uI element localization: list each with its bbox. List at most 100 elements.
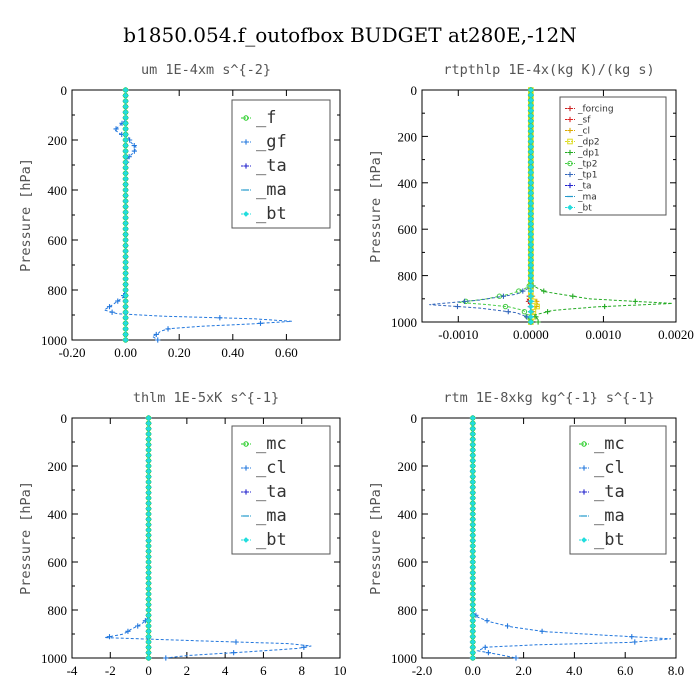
y-tick-label: 400 xyxy=(398,507,418,522)
series-line xyxy=(458,90,532,323)
panel-title: um 1E-4xm s^{-2} xyxy=(141,62,271,78)
data-point xyxy=(122,109,129,116)
y-tick-label: 800 xyxy=(398,603,418,618)
data-point xyxy=(544,309,551,315)
legend-marker xyxy=(567,105,573,112)
data-point xyxy=(122,125,129,132)
y-tick-label: 1000 xyxy=(391,651,417,666)
legend-marker xyxy=(567,204,573,211)
data-point xyxy=(106,634,113,640)
legend-entry: _f xyxy=(256,108,276,128)
data-point xyxy=(165,326,171,332)
data-point xyxy=(122,237,129,243)
data-point xyxy=(106,304,113,310)
data-point xyxy=(122,270,129,277)
legend-entry: _bt xyxy=(256,530,287,550)
data-point xyxy=(122,314,129,321)
data-point xyxy=(122,231,129,238)
data-point xyxy=(122,303,129,310)
data-point xyxy=(502,303,509,310)
x-tick-label: 8.0 xyxy=(668,663,684,678)
legend-marker xyxy=(243,163,249,169)
data-point xyxy=(122,248,129,255)
legend-entry: _ma xyxy=(256,180,287,200)
x-tick-label: 0.20 xyxy=(168,345,191,360)
data-point xyxy=(469,655,476,661)
legend-marker xyxy=(567,116,573,123)
legend-entry: _mc xyxy=(594,434,625,454)
legend-entry: _tp1 xyxy=(577,171,597,181)
y-axis-label: Pressure [hPa] xyxy=(18,481,34,595)
data-point xyxy=(632,298,638,304)
x-tick-label: 0.0020 xyxy=(658,327,694,342)
series-line xyxy=(429,90,532,322)
legend-entry: _bt xyxy=(577,204,592,214)
data-point xyxy=(122,181,129,188)
series-bt xyxy=(122,87,129,343)
data-point xyxy=(520,288,526,294)
legend-entry: _bt xyxy=(594,530,625,550)
data-point xyxy=(131,148,137,154)
legend-entry: _sf xyxy=(577,116,591,126)
legend-marker xyxy=(581,489,587,495)
x-tick-label: -2 xyxy=(105,663,116,678)
legend-entry: _bt xyxy=(256,204,287,224)
legend: _f _gf _ta _ma _bt xyxy=(231,99,331,229)
legend-entry: _mc xyxy=(256,434,287,454)
data-point xyxy=(122,209,129,216)
data-point xyxy=(233,639,239,645)
data-point xyxy=(500,293,507,299)
legend-marker xyxy=(243,537,249,543)
y-tick-label: 600 xyxy=(48,555,68,570)
x-tick-label: 2.0 xyxy=(515,663,531,678)
legend-marker xyxy=(581,537,587,543)
data-point xyxy=(125,628,131,634)
figure-title: b1850.054.f_outofbox BUDGET at280E,-12N xyxy=(123,23,577,47)
data-point xyxy=(122,131,129,138)
data-point xyxy=(163,655,169,661)
series-bt xyxy=(145,415,152,661)
data-point xyxy=(122,120,129,127)
y-tick-label: 200 xyxy=(48,133,68,148)
data-point xyxy=(461,298,468,304)
x-tick-label: 0.0000 xyxy=(513,327,549,342)
y-tick-label: 600 xyxy=(398,555,418,570)
data-point xyxy=(257,320,264,326)
data-point xyxy=(122,325,129,332)
x-tick-label: -4 xyxy=(67,663,78,678)
legend-marker xyxy=(567,182,573,189)
legend-marker xyxy=(567,160,573,167)
legend-entry: _forcing xyxy=(577,105,614,115)
x-tick-label: 0.0 xyxy=(465,663,481,678)
legend: _forcing_sf_cl_dp2_dp1_tp2_tp1_ta_ma_bt xyxy=(559,96,667,216)
data-point xyxy=(122,225,129,232)
data-point xyxy=(527,303,534,310)
data-point xyxy=(122,320,129,327)
legend-marker xyxy=(243,139,249,145)
y-axis-label: Pressure [hPa] xyxy=(368,481,384,595)
data-point xyxy=(122,137,129,143)
data-point xyxy=(122,98,129,105)
data-point xyxy=(122,187,129,193)
data-point xyxy=(217,315,223,321)
data-point xyxy=(155,337,161,343)
data-point xyxy=(122,287,129,293)
data-point xyxy=(131,142,137,149)
x-tick-label: 4 xyxy=(222,663,229,678)
data-point xyxy=(122,203,129,210)
y-tick-label: 1000 xyxy=(41,333,67,348)
data-point xyxy=(122,275,129,282)
panel-2: rtpthlp 1E-4x(kg K)/(kg s) Pressure [hPa]… xyxy=(368,62,694,342)
x-tick-label: 8 xyxy=(298,663,305,678)
y-tick-label: 200 xyxy=(398,129,418,144)
legend-entry: _ta xyxy=(256,156,287,176)
data-point xyxy=(454,303,461,310)
legend-marker xyxy=(567,127,573,134)
legend-marker xyxy=(243,465,249,471)
data-point xyxy=(115,298,121,304)
data-point xyxy=(521,308,528,315)
legend: _mc _cl _ta _ma _bt xyxy=(231,425,331,555)
x-tick-label: 0.0010 xyxy=(586,327,622,342)
data-point xyxy=(122,114,129,121)
y-tick-label: 1000 xyxy=(41,651,67,666)
